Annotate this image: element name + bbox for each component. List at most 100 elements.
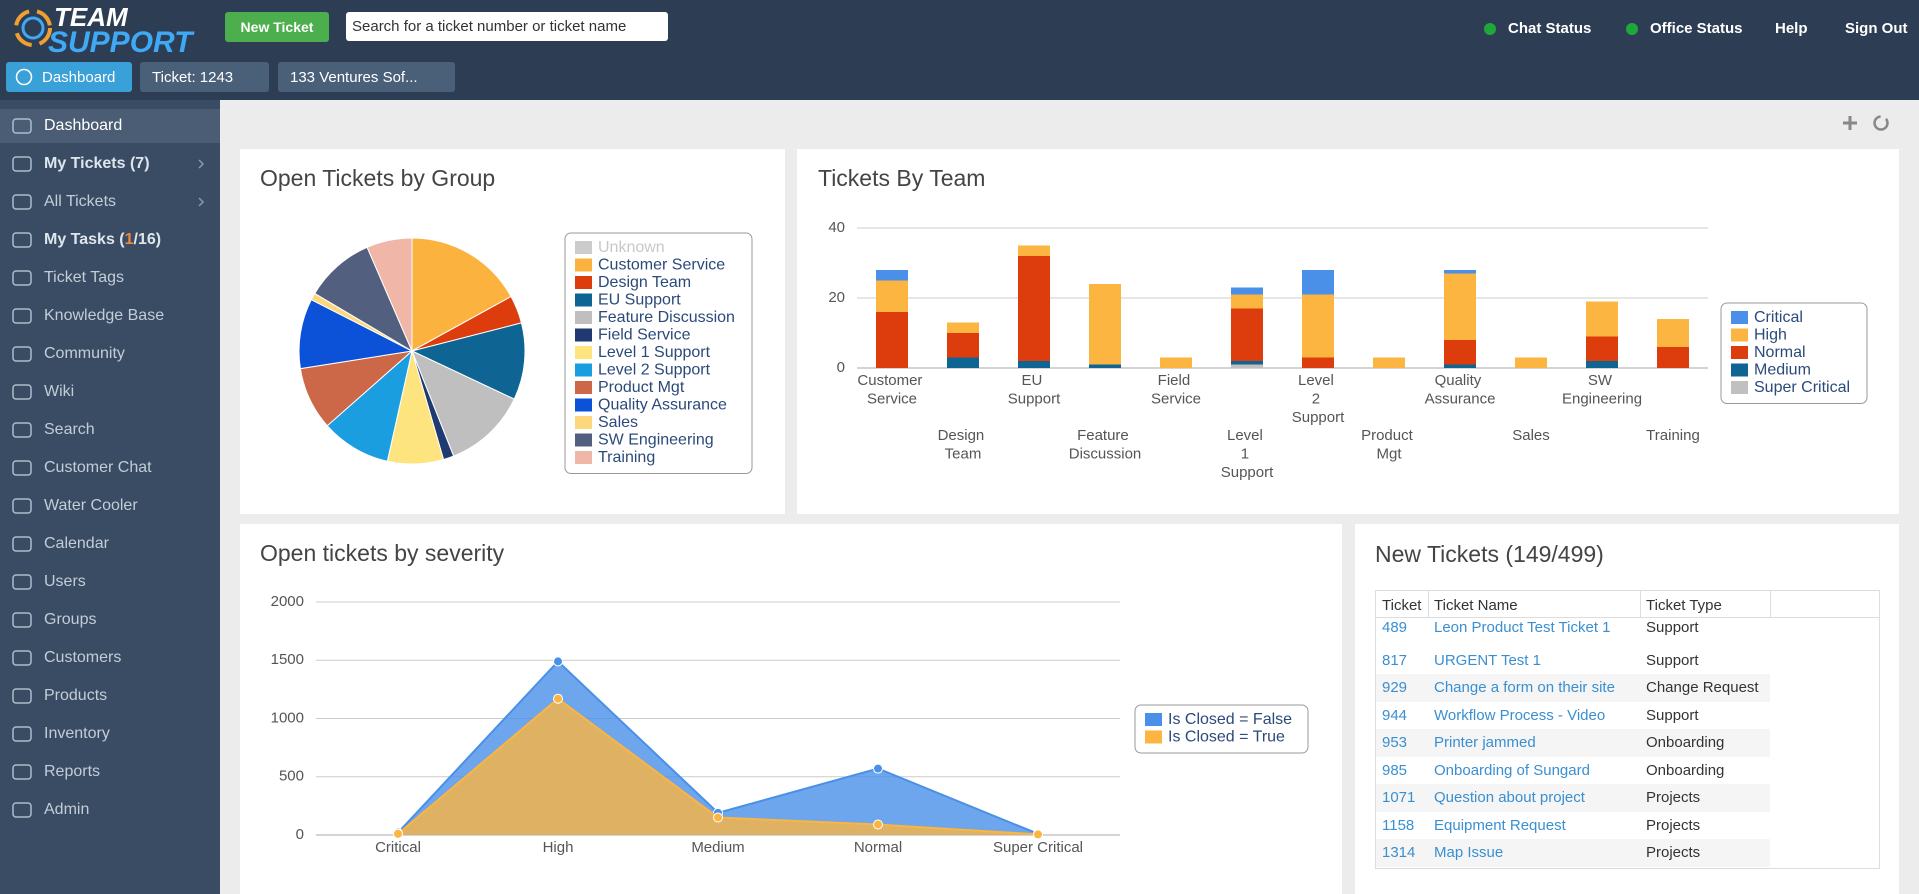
new-ticket-button[interactable]: New Ticket	[225, 12, 329, 42]
ticket-link[interactable]: Leon Product Test Ticket 1	[1434, 619, 1611, 636]
bar-segment	[1089, 364, 1121, 368]
legend-swatch	[1731, 363, 1748, 377]
table-row[interactable]: 929 Change a form on their site Change Req…	[1376, 674, 1770, 702]
legend-swatch	[575, 346, 592, 359]
icon-shape	[12, 118, 32, 134]
nav-item[interactable]: Admin	[0, 793, 220, 827]
icon-shape	[198, 197, 205, 207]
nav-item[interactable]: Customer Chat	[0, 451, 220, 485]
ticket-link[interactable]: Printer jammed	[1434, 734, 1536, 751]
status-link[interactable]: Chat Status	[1508, 20, 1592, 37]
table-row[interactable]: 1158 Equipment Request Projects	[1376, 812, 1770, 840]
nav-icon	[12, 574, 32, 590]
legend-swatch	[575, 451, 592, 464]
nav-icon	[12, 308, 32, 324]
nav-icon	[12, 498, 32, 514]
nav-item[interactable]: My Tickets (7)	[0, 147, 220, 181]
ticket-link[interactable]: Question about project	[1434, 789, 1585, 806]
nav-item[interactable]: Community	[0, 337, 220, 371]
nav-item[interactable]: All Tickets	[0, 185, 220, 219]
y-tick-label: 0	[837, 359, 845, 376]
ticket-link[interactable]: 985	[1382, 761, 1408, 779]
header-link[interactable]: Help	[1775, 20, 1808, 37]
ticket-link[interactable]: 489	[1382, 619, 1408, 636]
logo[interactable]: TEAM SUPPORT	[8, 2, 208, 58]
legend-label: Sales	[598, 414, 638, 431]
table-row[interactable]: 953 Printer jammed Onboarding	[1376, 729, 1770, 757]
search-box[interactable]: Search for a ticket number or ticket nam…	[346, 12, 668, 41]
y-tick-label: 2000	[271, 593, 304, 610]
icon-shape	[12, 536, 32, 552]
nav-item[interactable]: Products	[0, 679, 220, 713]
nav-item[interactable]: Ticket Tags	[0, 261, 220, 295]
toolbar	[1843, 115, 1889, 131]
nav-item[interactable]: Wiki	[0, 375, 220, 409]
ticket-link[interactable]: Map Issue	[1434, 844, 1504, 861]
bar-segment	[1515, 357, 1547, 368]
nav-text: Calendar	[44, 535, 109, 552]
nav-item[interactable]: My Tasks (1/16)	[0, 223, 220, 257]
table-row[interactable]: 817 URGENT Test 1 Support	[1376, 647, 1770, 675]
nav-label: Community	[44, 345, 125, 363]
ticket-link[interactable]: 953	[1382, 734, 1408, 751]
bar-segment	[947, 357, 979, 368]
nav-item[interactable]: Dashboard	[0, 109, 220, 143]
table-row[interactable]: 944 Workflow Process - Video Support	[1376, 702, 1770, 730]
nav-item[interactable]: Inventory	[0, 717, 220, 751]
nav-text: My Tickets (7)	[44, 155, 150, 172]
ticket-link[interactable]: 817	[1382, 651, 1408, 669]
ticket-type: Projects	[1646, 789, 1701, 806]
bar-segment	[1586, 361, 1618, 368]
legend-label: High	[1754, 327, 1787, 344]
status-link[interactable]: Office Status	[1650, 20, 1743, 37]
legend-label: Design Team	[598, 274, 691, 291]
nav-item[interactable]: Customers	[0, 641, 220, 675]
y-tick-label: 20	[828, 289, 845, 306]
bar-segment	[1302, 294, 1334, 358]
ticket-link[interactable]: Workflow Process - Video	[1434, 706, 1606, 724]
ticket-link[interactable]: 1314	[1382, 844, 1416, 861]
nav-item[interactable]: Search	[0, 413, 220, 447]
x-tick-label: Field Service	[1151, 372, 1201, 408]
nav-text: Knowledge Base	[44, 307, 165, 324]
ticket-link[interactable]: Equipment Request	[1434, 816, 1566, 834]
ticket-link[interactable]: URGENT Test 1	[1434, 651, 1541, 669]
table-row[interactable]: 489 Leon Product Test Ticket 1 Support	[1376, 619, 1770, 647]
column-header[interactable]: Ticket	[1382, 597, 1422, 614]
tab[interactable]: Dashboard	[6, 62, 132, 92]
nav-item[interactable]: Water Cooler	[0, 489, 220, 523]
table-row[interactable]: 1314 Map Issue Projects	[1376, 839, 1770, 867]
column-header[interactable]: Ticket Type	[1646, 597, 1722, 614]
x-tick-label: Customer Service	[857, 372, 926, 408]
nav-item[interactable]: Calendar	[0, 527, 220, 561]
nav-icon	[12, 650, 32, 666]
header-link[interactable]: Sign Out	[1845, 20, 1908, 37]
nav-item[interactable]: Knowledge Base	[0, 299, 220, 333]
nav-label: Customers	[44, 649, 121, 667]
tab[interactable]: Ticket: 1243	[140, 62, 269, 92]
bar-segment	[876, 312, 908, 368]
add-icon[interactable]	[1843, 116, 1857, 130]
ticket-link[interactable]: Onboarding of Sungard	[1434, 761, 1590, 779]
nav-item[interactable]: Users	[0, 565, 220, 599]
nav-item[interactable]: Reports	[0, 755, 220, 789]
ticket-link[interactable]: 944	[1382, 706, 1408, 724]
column-divider	[1428, 591, 1429, 618]
x-tick-label: High	[543, 839, 574, 856]
nav-item[interactable]: Groups	[0, 603, 220, 637]
ticket-link[interactable]: Change a form on their site	[1434, 679, 1615, 696]
column-header[interactable]: Ticket Name	[1434, 597, 1518, 614]
ticket-link[interactable]: 929	[1382, 679, 1408, 696]
table-row[interactable]: 985 Onboarding of Sungard Onboarding	[1376, 757, 1770, 785]
tab[interactable]: 133 Ventures Sof...	[278, 62, 455, 92]
legend-swatch	[1145, 730, 1162, 744]
refresh-icon[interactable]	[1873, 115, 1889, 131]
ticket-link[interactable]: 1158	[1382, 816, 1415, 834]
table-row[interactable]: 1071 Question about project Projects	[1376, 784, 1770, 812]
bar-segment	[1657, 347, 1689, 368]
legend-label: Is Closed = True	[1168, 729, 1285, 746]
ticket-link[interactable]: 1071	[1382, 789, 1416, 806]
legend-label: Medium	[1754, 362, 1811, 379]
